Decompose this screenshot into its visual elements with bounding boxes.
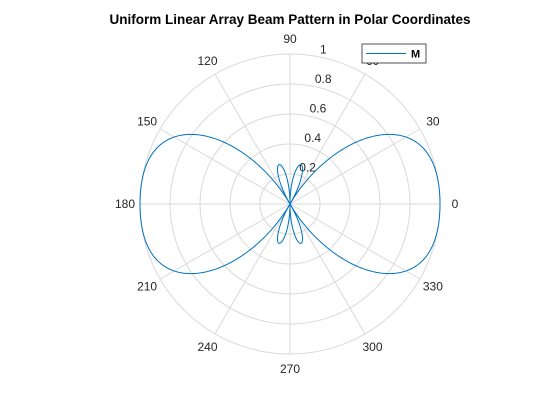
series-layer — [139, 133, 441, 275]
grid-spoke-30 — [289, 128, 421, 205]
grid-spoke-60 — [289, 73, 366, 205]
grid-spoke-300 — [289, 203, 366, 335]
r-label-0: 0.2 — [299, 160, 316, 174]
angle-label-210: 210 — [137, 280, 157, 294]
r-label-4: 1 — [320, 42, 327, 56]
radius-tick-labels: 0.2 0.4 0.6 0.8 1 — [299, 42, 332, 174]
angle-label-180: 180 — [115, 197, 135, 211]
angle-label-150: 150 — [137, 115, 157, 129]
r-label-1: 0.4 — [304, 131, 321, 145]
legend: M — [361, 43, 427, 64]
r-label-2: 0.6 — [310, 101, 327, 115]
angle-label-300: 300 — [362, 340, 382, 354]
grid-spoke-210 — [159, 203, 291, 280]
grid-spoke-240 — [214, 203, 291, 335]
legend-label: M — [411, 49, 420, 61]
angle-label-270: 270 — [280, 362, 300, 376]
angle-label-0: 0 — [452, 197, 459, 211]
series-line-M — [139, 133, 441, 275]
angle-label-30: 30 — [426, 115, 440, 129]
grid-spoke-120 — [214, 73, 291, 205]
r-label-3: 0.8 — [315, 72, 332, 86]
angle-label-120: 120 — [197, 54, 217, 68]
angle-label-330: 330 — [423, 280, 443, 294]
grid-spoke-150 — [159, 128, 291, 205]
angle-tick-labels: 0306090120150180210240270300330 — [115, 32, 459, 376]
angle-label-240: 240 — [197, 340, 217, 354]
grid-spoke-330 — [289, 203, 421, 280]
angle-label-90: 90 — [283, 32, 297, 46]
chart-title: Uniform Linear Array Beam Pattern in Pol… — [109, 12, 470, 27]
